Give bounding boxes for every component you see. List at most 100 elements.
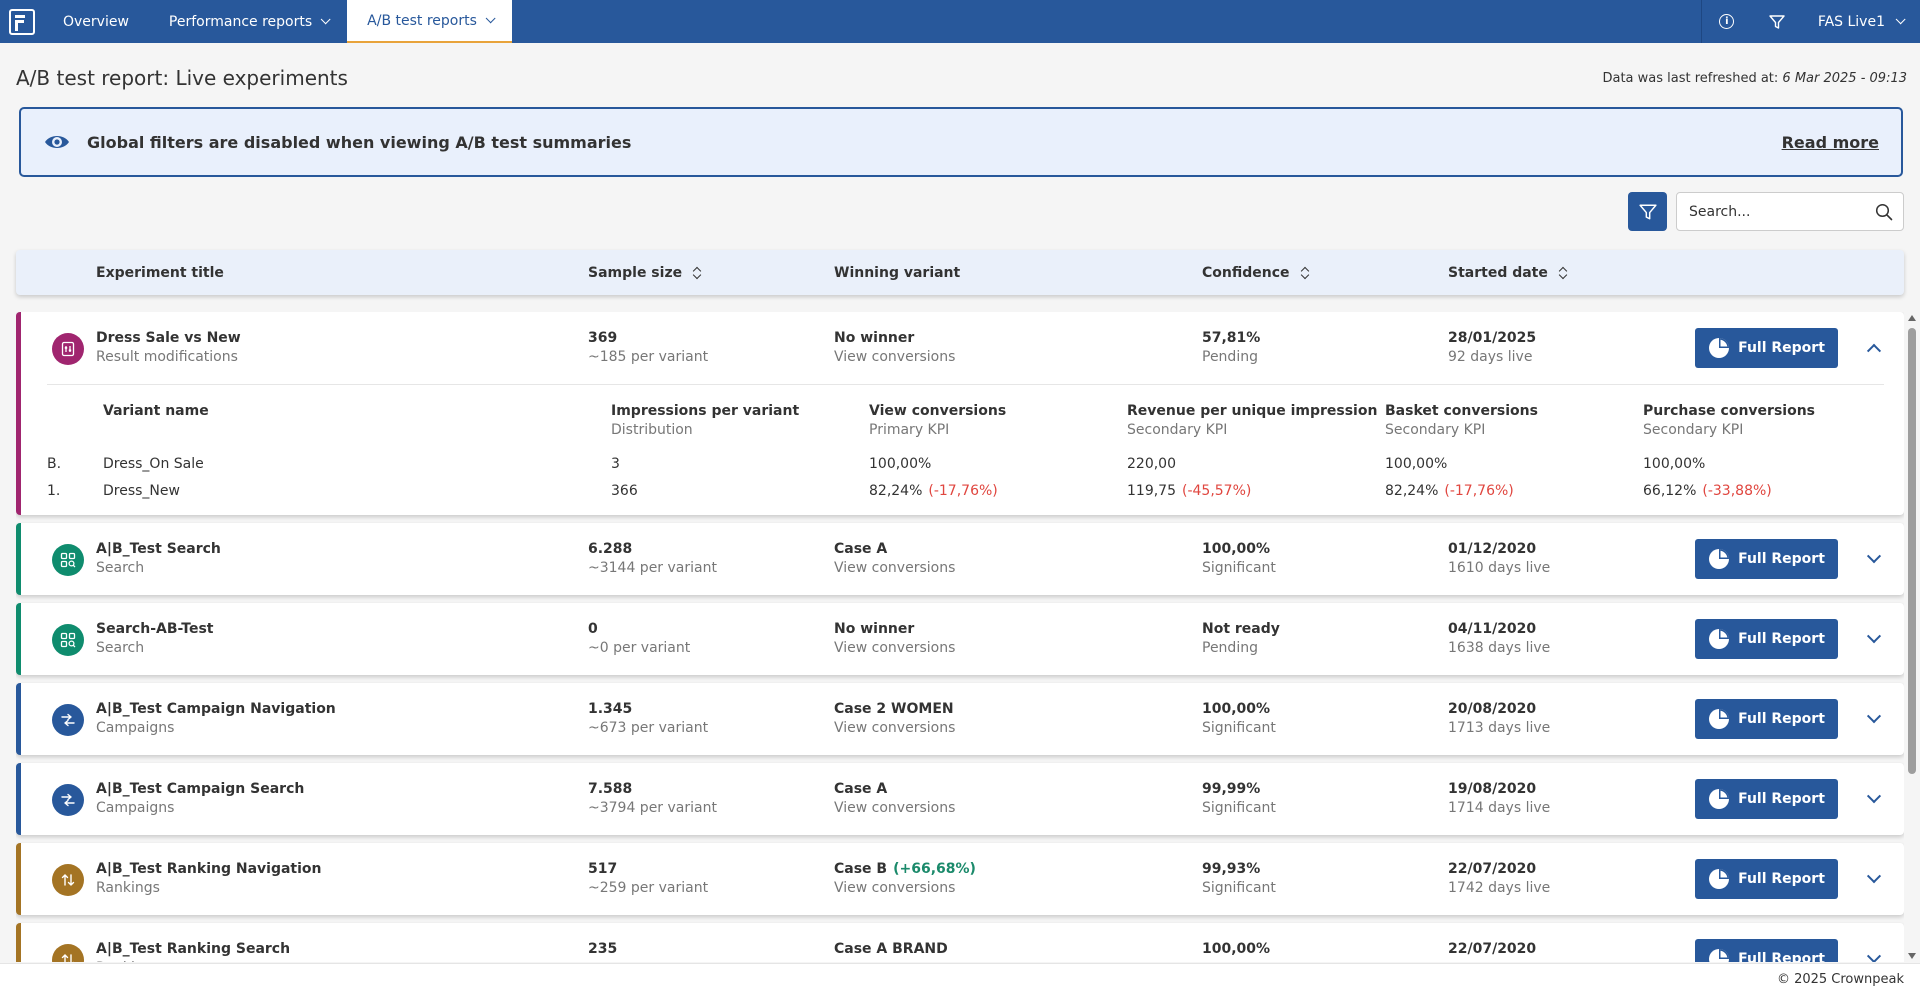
nav-item-performance-reports[interactable]: Performance reports bbox=[149, 0, 347, 43]
experiment-category: Result modifications bbox=[96, 349, 238, 365]
full-report-button[interactable]: Full Report bbox=[1695, 539, 1838, 579]
sample-size: 517 bbox=[588, 861, 618, 877]
pie-chart-icon bbox=[1708, 788, 1738, 810]
header-confidence[interactable]: Confidence bbox=[1202, 250, 1310, 295]
days-live: 92 days live bbox=[1448, 349, 1533, 365]
header-sample-size[interactable]: Sample size bbox=[588, 250, 702, 295]
full-report-button[interactable]: Full Report bbox=[1695, 699, 1838, 739]
experiment-title[interactable]: Dress Sale vs New bbox=[96, 330, 241, 346]
confidence-value: 100,00% bbox=[1202, 541, 1271, 557]
variant-column-title: Variant name bbox=[103, 403, 209, 419]
full-report-button[interactable]: Full Report bbox=[1695, 619, 1838, 659]
experiment-row[interactable]: Search-AB-Test Search 0 ~0 per variant No wi… bbox=[16, 603, 1904, 675]
app-logo[interactable] bbox=[0, 0, 43, 43]
nav-items: Overview Performance reports A/B test repo… bbox=[43, 0, 512, 43]
info-button[interactable]: i bbox=[1702, 0, 1752, 43]
full-report-label: Full Report bbox=[1738, 871, 1825, 887]
variant-revenue: 119,75 (-45,57%) bbox=[1127, 483, 1251, 499]
started-date-cell: 22/07/2020 bbox=[1448, 940, 1536, 959]
per-variant: ~0 per variant bbox=[588, 640, 691, 656]
experiment-row[interactable]: Dress Sale vs New Result modifications 369… bbox=[16, 312, 1904, 515]
expand-toggle[interactable] bbox=[1864, 629, 1884, 649]
campaigns-icon bbox=[60, 792, 76, 808]
header-experiment-title: Experiment title bbox=[96, 250, 224, 295]
per-variant: ~259 per variant bbox=[588, 880, 709, 896]
full-report-button[interactable]: Full Report bbox=[1695, 779, 1838, 819]
experiment-row[interactable]: A|B_Test Campaign Navigation Campaigns 1.3… bbox=[16, 683, 1904, 755]
scroll-up-arrow[interactable] bbox=[1908, 315, 1916, 321]
variant-column-title: Basket conversions bbox=[1385, 403, 1538, 419]
sort-icon[interactable] bbox=[692, 265, 702, 281]
winning-variant-name: Case A bbox=[834, 541, 888, 557]
experiment-title[interactable]: A|B_Test Campaign Search bbox=[96, 781, 305, 797]
full-report-button[interactable]: Full Report bbox=[1695, 859, 1838, 899]
account-menu[interactable]: FAS Live1 bbox=[1802, 0, 1920, 43]
table-header: Experiment title Sample size Winning var… bbox=[16, 250, 1904, 295]
variant-column-subtitle: Secondary KPI bbox=[1127, 422, 1228, 438]
header-label: Confidence bbox=[1202, 264, 1290, 281]
winning-variant: Case 2 WOMEN bbox=[834, 700, 955, 719]
experiment-category: Rankings bbox=[96, 959, 290, 962]
days-live: 1713 days live bbox=[1448, 720, 1551, 736]
scrollbar[interactable] bbox=[1906, 312, 1918, 962]
experiment-row[interactable]: A|B_Test Ranking Navigation Rankings 517 ~2… bbox=[16, 843, 1904, 915]
global-filter-button[interactable] bbox=[1752, 0, 1802, 43]
expand-toggle[interactable] bbox=[1864, 949, 1884, 962]
header-started-date[interactable]: Started date bbox=[1448, 250, 1568, 295]
footer: © 2025 Crownpeak bbox=[0, 963, 1920, 994]
expand-toggle[interactable] bbox=[1864, 789, 1884, 809]
experiment-title-cell: Dress Sale vs New Result modifications bbox=[96, 329, 241, 367]
experiment-title[interactable]: A|B_Test Search bbox=[96, 541, 221, 557]
started-date-cell: 20/08/2020 1713 days live bbox=[1448, 700, 1550, 738]
variant-column-title: Purchase conversions bbox=[1643, 403, 1816, 419]
expand-toggle[interactable] bbox=[1864, 709, 1884, 729]
variant-column-header: Revenue per unique impression Secondary K… bbox=[1127, 402, 1377, 440]
confidence-status: Significant bbox=[1202, 720, 1276, 736]
experiment-row[interactable]: A|B_Test Campaign Search Campaigns 7.588 ~3… bbox=[16, 763, 1904, 835]
winning-kpi: View conversions bbox=[834, 560, 956, 576]
info-icon: i bbox=[1719, 14, 1735, 29]
search-input[interactable] bbox=[1689, 203, 1875, 220]
nav-item-a-b-test-reports[interactable]: A/B test reports bbox=[347, 0, 512, 43]
variant-basket-conversions: 82,24% (-17,76%) bbox=[1385, 483, 1514, 499]
winning-variant: No winner bbox=[834, 329, 955, 348]
variant-basket-conversions: 100,00% bbox=[1385, 456, 1447, 472]
sort-icon[interactable] bbox=[1558, 265, 1568, 281]
full-report-button[interactable]: Full Report bbox=[1695, 328, 1838, 368]
winning-kpi: View conversions bbox=[834, 349, 956, 365]
experiment-row-summary: A|B_Test Campaign Navigation Campaigns 1.3… bbox=[21, 683, 1904, 755]
per-variant: ~3144 per variant bbox=[588, 560, 717, 576]
nav-item-overview[interactable]: Overview bbox=[43, 0, 149, 43]
variant-column-header: Purchase conversions Secondary KPI bbox=[1643, 402, 1815, 440]
experiment-row[interactable]: A|B_Test Search Search 6.288 ~3144 per vari… bbox=[16, 523, 1904, 595]
expand-toggle[interactable] bbox=[1864, 338, 1884, 358]
scrollbar-thumb[interactable] bbox=[1908, 328, 1916, 774]
per-variant: ~185 per variant bbox=[588, 349, 709, 365]
variant-name: Dress_On Sale bbox=[103, 456, 204, 472]
scroll-down-arrow[interactable] bbox=[1908, 953, 1916, 959]
experiment-row-summary: A|B_Test Ranking Navigation Rankings 517 ~2… bbox=[21, 843, 1904, 915]
per-variant: ~3794 per variant bbox=[588, 800, 717, 816]
sample-size: 7.588 bbox=[588, 781, 633, 797]
experiment-title[interactable]: A|B_Test Ranking Search bbox=[96, 941, 291, 957]
experiment-row[interactable]: A|B_Test Ranking Search Rankings 235 Case A… bbox=[16, 923, 1904, 962]
experiment-title[interactable]: A|B_Test Campaign Navigation bbox=[96, 701, 336, 717]
full-report-label: Full Report bbox=[1738, 791, 1825, 807]
expand-toggle[interactable] bbox=[1864, 869, 1884, 889]
sample-size: 235 bbox=[588, 941, 618, 957]
winning-variant-cell: Case A BRAND bbox=[834, 940, 948, 959]
winning-variant: Case A bbox=[834, 540, 955, 559]
search-icon[interactable] bbox=[1875, 203, 1893, 221]
read-more-link[interactable]: Read more bbox=[1781, 132, 1879, 152]
variant-basket-conversions-delta: (-17,76%) bbox=[1444, 483, 1514, 499]
days-live: 1610 days live bbox=[1448, 560, 1551, 576]
sort-icon[interactable] bbox=[1300, 265, 1310, 281]
expand-toggle[interactable] bbox=[1864, 549, 1884, 569]
pie-chart-icon bbox=[1708, 548, 1738, 570]
refreshed-label: Data was last refreshed at: bbox=[1602, 71, 1779, 86]
full-report-button[interactable]: Full Report bbox=[1695, 939, 1838, 962]
category-badge bbox=[52, 864, 84, 896]
filter-button[interactable] bbox=[1628, 192, 1667, 231]
experiment-title[interactable]: A|B_Test Ranking Navigation bbox=[96, 861, 322, 877]
experiment-title[interactable]: Search-AB-Test bbox=[96, 621, 214, 637]
